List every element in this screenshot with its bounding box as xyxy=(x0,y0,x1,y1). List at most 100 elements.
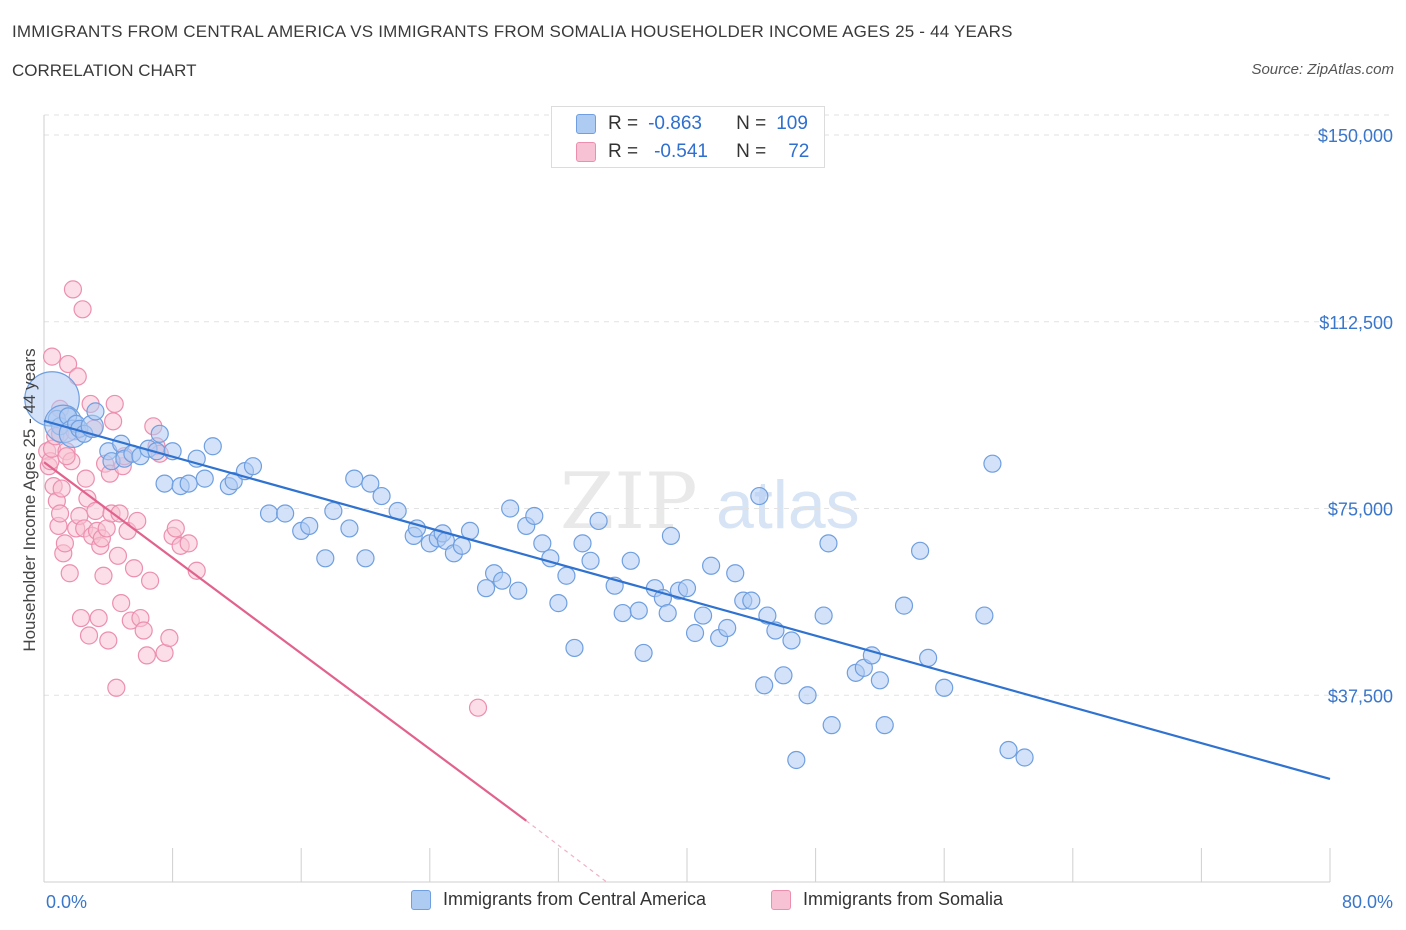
data-point xyxy=(63,280,83,299)
data-point xyxy=(316,549,335,568)
data-point xyxy=(134,621,153,640)
x-tick-label: 80.0% xyxy=(1342,892,1393,912)
data-point xyxy=(661,526,681,545)
data-point xyxy=(276,504,295,523)
swatch-central-america xyxy=(576,114,596,134)
r-value: -0.541 xyxy=(654,141,708,162)
data-point xyxy=(372,486,391,506)
data-point xyxy=(814,606,833,625)
data-point xyxy=(774,666,793,685)
data-point xyxy=(493,571,512,590)
data-point xyxy=(935,678,954,697)
data-point xyxy=(742,591,761,610)
data-point xyxy=(52,479,71,498)
r-label: R = xyxy=(608,113,639,134)
legend-item-somalia[interactable]: Immigrants from Somalia xyxy=(771,889,1003,910)
data-point xyxy=(819,534,838,553)
data-point xyxy=(79,626,99,645)
data-point xyxy=(910,541,930,560)
y-tick-labels: $37,500 $75,000 $112,500 $150,000 xyxy=(1318,126,1393,706)
n-value: 72 xyxy=(788,141,810,162)
swatch-somalia xyxy=(576,142,596,162)
stats-row-somalia: R = -0.541 N = 72 xyxy=(576,139,809,165)
data-point xyxy=(179,534,198,553)
stats-row-central-america: R = -0.863 N = 109 xyxy=(576,111,808,137)
data-point xyxy=(894,596,914,615)
data-point xyxy=(621,551,640,570)
n-value: 109 xyxy=(776,113,808,134)
data-point xyxy=(57,447,76,466)
data-point xyxy=(76,469,95,488)
data-point xyxy=(693,606,713,625)
watermark-atlas: atlas xyxy=(716,467,860,543)
y-tick-label: $112,500 xyxy=(1319,313,1393,333)
data-point xyxy=(468,698,488,717)
data-point xyxy=(755,676,774,695)
y-tick-label: $150,000 xyxy=(1318,126,1393,146)
data-point xyxy=(68,367,87,386)
legend-label: Immigrants from Somalia xyxy=(803,889,1004,909)
data-point xyxy=(73,300,92,319)
data-point xyxy=(124,559,144,578)
trend-line-somalia xyxy=(43,461,527,822)
data-point xyxy=(787,750,806,770)
n-label: N = xyxy=(736,141,767,162)
data-point xyxy=(983,454,1002,473)
data-point xyxy=(60,564,79,583)
data-point xyxy=(105,394,124,414)
data-point xyxy=(501,499,520,518)
data-point xyxy=(42,347,62,366)
data-point xyxy=(99,631,118,650)
series-somalia-points xyxy=(38,280,488,717)
data-point xyxy=(71,608,91,628)
data-point xyxy=(870,671,890,690)
data-point xyxy=(107,678,126,697)
source-label: Source: ZipAtlas.com xyxy=(1251,61,1394,78)
data-point xyxy=(685,623,705,643)
data-point xyxy=(259,504,279,523)
data-point xyxy=(1015,748,1034,767)
stats-legend: R = -0.863 N = 109 R = -0.541 N = 72 xyxy=(551,106,825,168)
data-point xyxy=(324,501,343,521)
data-point xyxy=(110,504,129,523)
data-point xyxy=(581,551,600,570)
data-point xyxy=(629,601,648,620)
data-point xyxy=(203,437,222,456)
y-tick-label: $37,500 xyxy=(1328,686,1393,706)
chart-subtitle: CORRELATION CHART xyxy=(12,61,197,80)
legend-item-central-america[interactable]: Immigrants from Central America xyxy=(411,889,706,910)
trend-line-somalia-extension xyxy=(525,820,607,883)
data-point xyxy=(549,594,568,613)
data-point xyxy=(89,608,108,628)
data-point xyxy=(59,354,78,374)
data-point xyxy=(726,564,745,583)
watermark: ZIP atlas xyxy=(560,457,860,547)
data-point xyxy=(345,469,364,488)
data-point xyxy=(55,534,74,553)
data-point xyxy=(758,606,777,625)
data-point xyxy=(112,594,131,613)
data-point xyxy=(300,516,319,536)
data-point xyxy=(179,474,198,493)
data-point xyxy=(50,504,70,523)
data-point xyxy=(150,424,169,443)
data-point xyxy=(634,643,653,663)
data-point xyxy=(356,549,375,568)
r-value: -0.863 xyxy=(648,113,702,134)
legend-swatch-central-america xyxy=(411,889,431,910)
data-point xyxy=(137,646,156,665)
data-point xyxy=(94,566,113,585)
data-point xyxy=(128,511,147,531)
trend-line-central-america xyxy=(43,419,1331,780)
data-point xyxy=(875,716,894,735)
series-central-america-points xyxy=(24,371,1034,770)
legend-swatch-somalia xyxy=(771,889,791,910)
data-point xyxy=(476,579,496,598)
data-point xyxy=(975,606,994,625)
data-point xyxy=(613,603,632,623)
data-point xyxy=(525,506,544,526)
trend-lines xyxy=(43,419,1331,883)
data-point xyxy=(86,402,105,421)
chart-title: IMMIGRANTS FROM CENTRAL AMERICA VS IMMIG… xyxy=(12,22,1013,41)
x-tick-label: 0.0% xyxy=(46,892,87,912)
